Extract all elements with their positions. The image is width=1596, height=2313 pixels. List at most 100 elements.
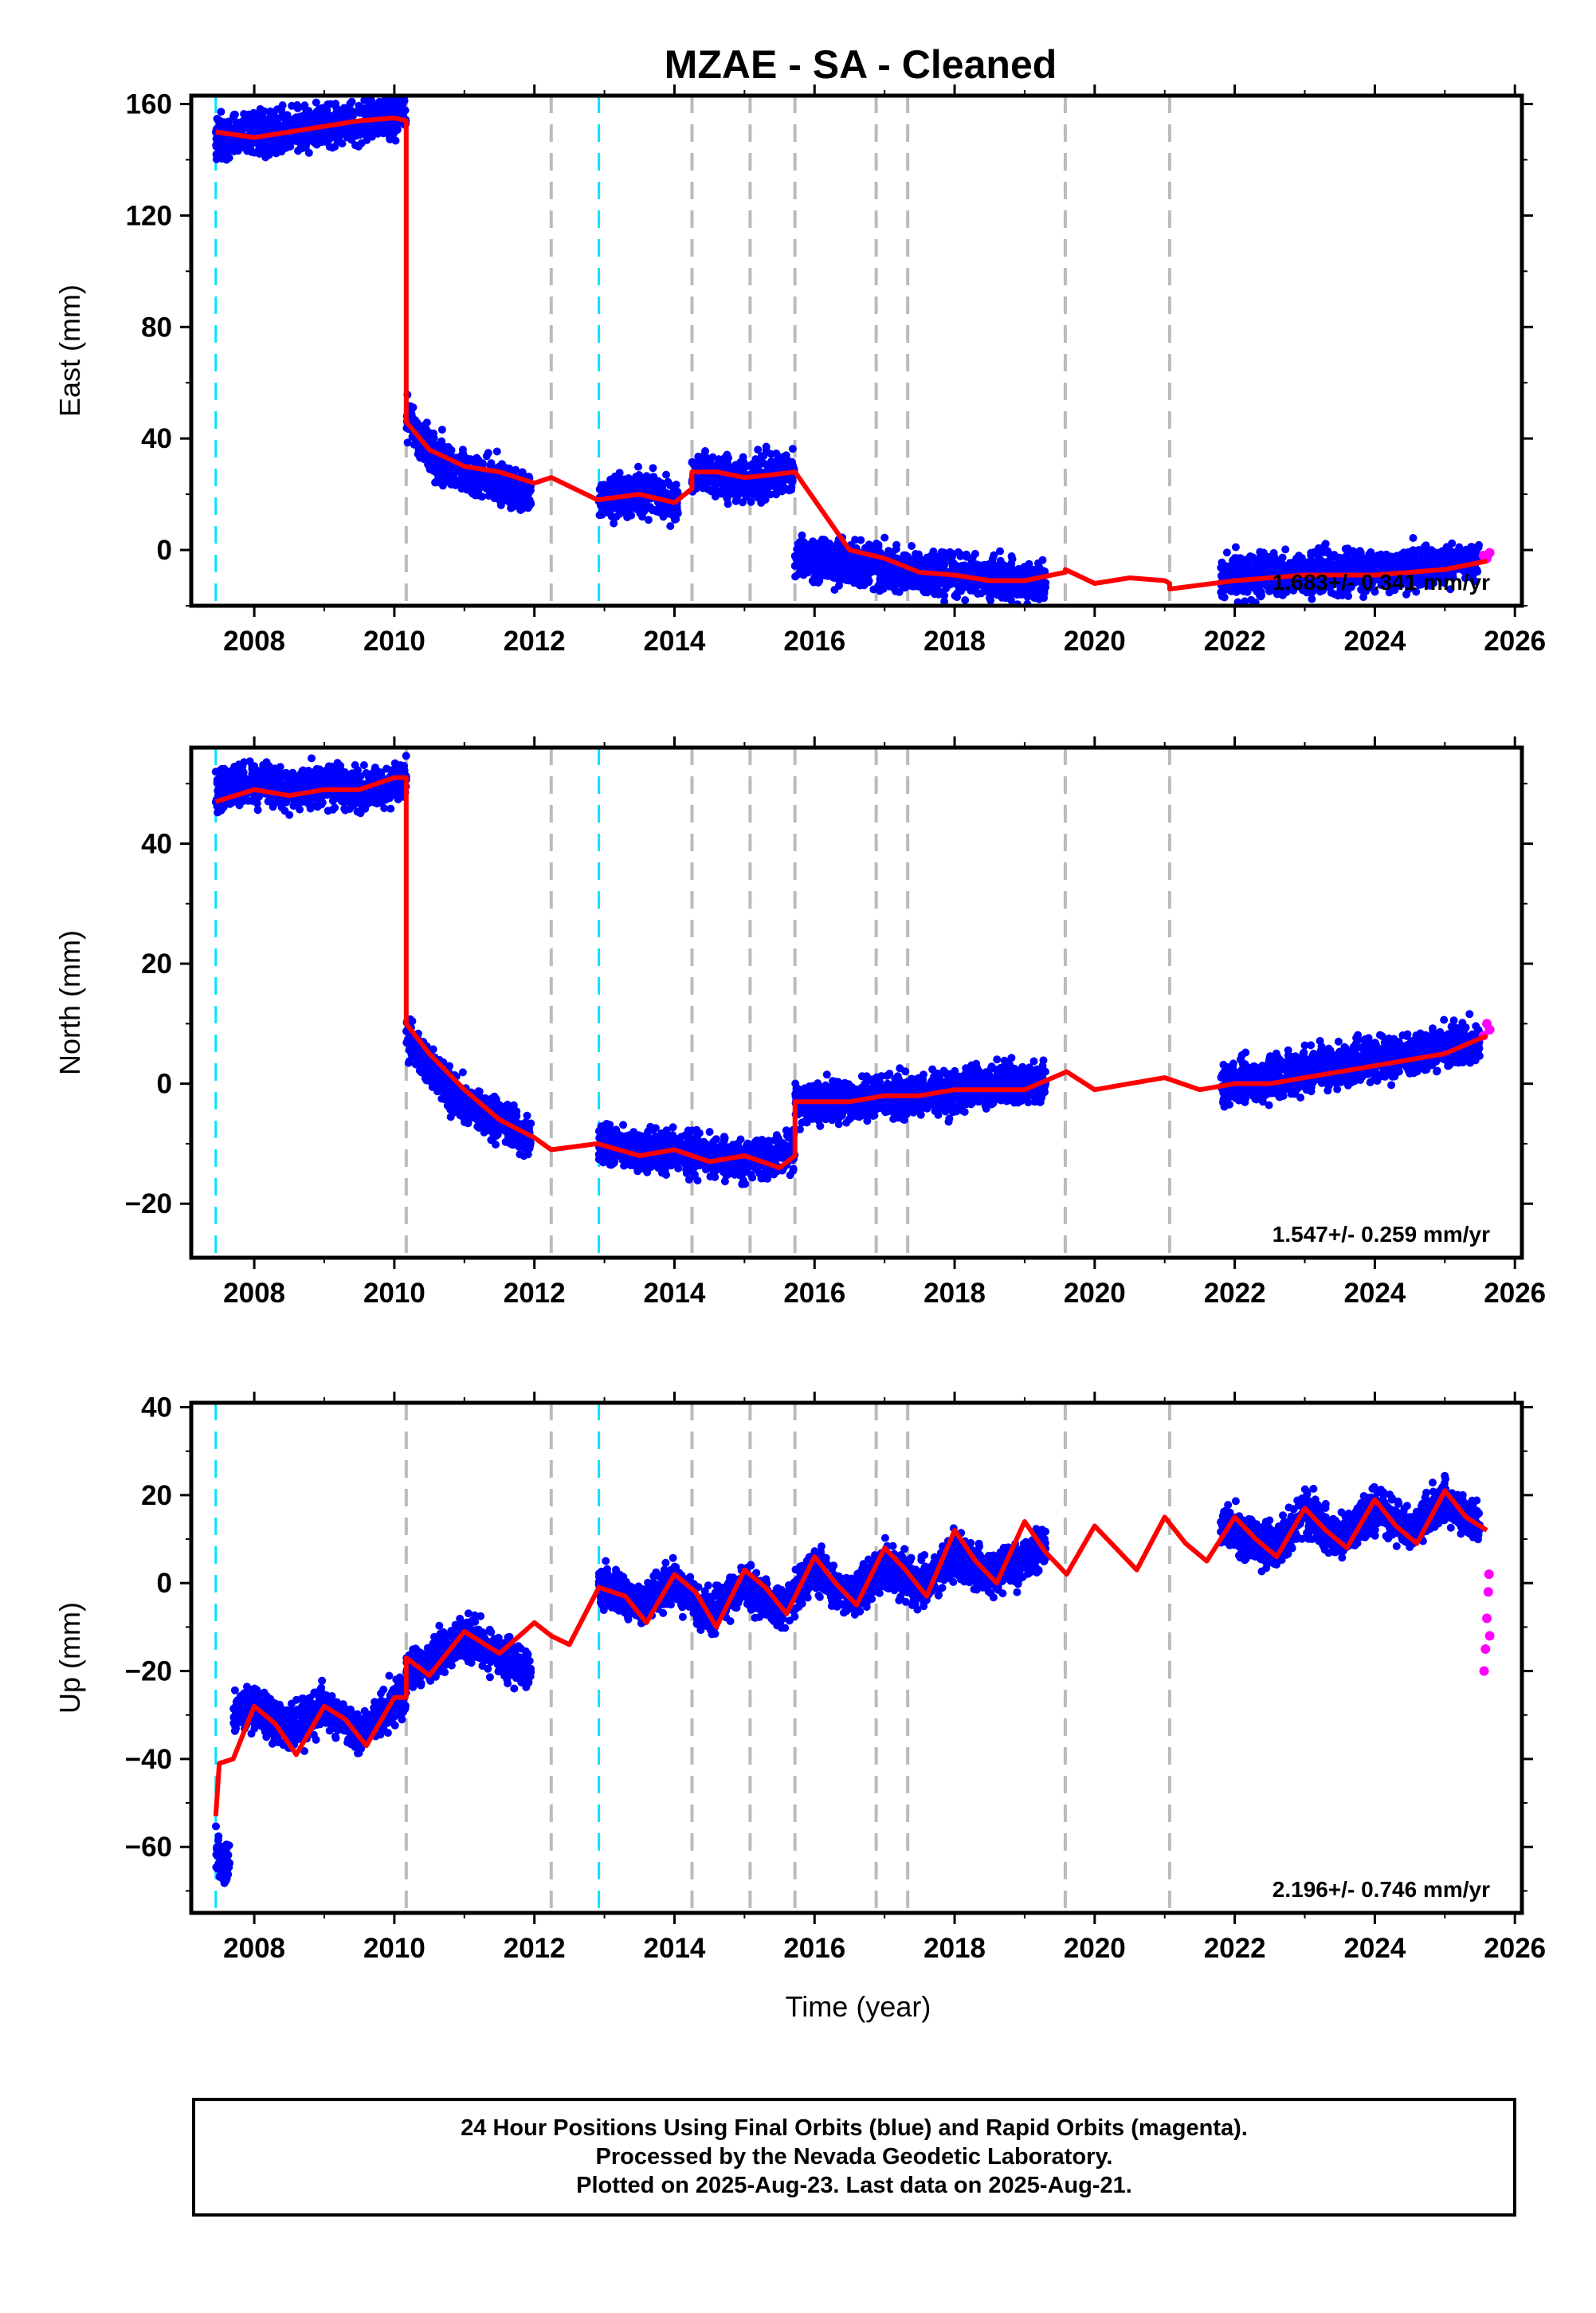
final-orbit-point bbox=[386, 100, 395, 108]
final-orbit-point bbox=[1039, 581, 1048, 590]
final-orbit-point bbox=[788, 445, 797, 454]
final-orbit-point bbox=[246, 143, 255, 152]
final-orbit-point bbox=[1355, 547, 1364, 556]
final-orbit-point bbox=[1431, 560, 1439, 568]
final-orbit-point bbox=[312, 98, 320, 107]
final-orbit-point bbox=[784, 462, 793, 471]
x-tick-label: 2014 bbox=[644, 626, 706, 657]
final-orbit-point bbox=[217, 108, 225, 116]
final-orbit-point bbox=[823, 546, 832, 555]
final-orbit-point bbox=[908, 542, 916, 550]
final-orbit-point bbox=[710, 481, 719, 489]
final-orbit-point bbox=[1317, 548, 1326, 556]
final-orbit-point bbox=[1225, 570, 1233, 579]
final-orbit-point bbox=[728, 486, 737, 495]
final-orbit-point bbox=[302, 140, 311, 148]
final-orbit-point bbox=[232, 118, 241, 127]
velocity-label: 1.683+/- 0.341 mm/yr bbox=[1272, 570, 1490, 595]
final-orbit-point bbox=[367, 96, 376, 105]
x-tick-label: 2012 bbox=[504, 626, 566, 657]
final-orbit-point bbox=[707, 486, 716, 495]
final-orbit-point bbox=[760, 488, 769, 497]
final-orbit-point bbox=[420, 421, 429, 430]
final-orbit-point bbox=[708, 453, 717, 461]
final-orbit-point bbox=[1020, 563, 1029, 571]
final-orbit-point bbox=[265, 120, 273, 128]
final-orbit-point bbox=[286, 120, 295, 128]
final-orbit-point bbox=[649, 464, 657, 473]
y-tick-label: 80 bbox=[141, 312, 172, 343]
final-orbit-point bbox=[701, 447, 709, 455]
final-orbit-point bbox=[281, 137, 290, 145]
final-orbit-point bbox=[692, 461, 700, 470]
final-orbit-point bbox=[749, 490, 758, 499]
final-orbit-point bbox=[446, 461, 454, 469]
final-orbit-point bbox=[790, 562, 799, 570]
final-orbit-point bbox=[763, 461, 771, 469]
final-orbit-point bbox=[840, 560, 849, 568]
final-orbit-point bbox=[972, 566, 981, 575]
final-orbit-point bbox=[936, 556, 945, 564]
final-orbit-point bbox=[391, 136, 400, 145]
final-orbit-point bbox=[1423, 546, 1432, 555]
final-orbit-point bbox=[331, 133, 340, 142]
x-tick-label: 2024 bbox=[1343, 626, 1406, 657]
final-orbit-point bbox=[986, 594, 994, 603]
final-orbit-point bbox=[777, 483, 786, 492]
final-orbit-point bbox=[814, 575, 823, 584]
final-orbit-point bbox=[347, 97, 356, 106]
final-orbit-point bbox=[525, 487, 534, 496]
y-axis-label: East (mm) bbox=[53, 285, 86, 417]
final-orbit-point bbox=[357, 128, 366, 137]
final-orbit-point bbox=[595, 511, 604, 520]
final-orbit-point bbox=[754, 446, 763, 454]
final-orbit-point bbox=[363, 135, 371, 144]
final-orbit-point bbox=[1031, 566, 1040, 575]
final-orbit-point bbox=[946, 548, 955, 556]
final-orbit-point bbox=[351, 141, 359, 150]
final-orbit-point bbox=[225, 154, 233, 162]
final-orbit-point bbox=[280, 120, 288, 129]
final-orbit-point bbox=[996, 556, 1005, 565]
final-orbit-point bbox=[735, 464, 744, 473]
final-orbit-point bbox=[899, 571, 907, 580]
final-orbit-point bbox=[1007, 560, 1016, 568]
final-orbit-point bbox=[825, 562, 833, 571]
final-orbit-point bbox=[851, 561, 860, 570]
final-orbit-point bbox=[672, 481, 680, 489]
final-orbit-point bbox=[705, 462, 714, 471]
final-orbit-point bbox=[424, 456, 433, 465]
final-orbit-point bbox=[321, 137, 330, 146]
final-orbit-point bbox=[652, 484, 660, 492]
final-orbit-point bbox=[767, 450, 775, 458]
final-orbit-point bbox=[615, 469, 624, 477]
final-orbit-point bbox=[459, 449, 468, 457]
final-orbit-point bbox=[1220, 593, 1229, 602]
final-orbit-point bbox=[723, 494, 731, 503]
final-orbit-point bbox=[254, 125, 263, 134]
final-orbit-point bbox=[488, 485, 497, 493]
final-orbit-point bbox=[463, 472, 472, 481]
model-fit-line bbox=[215, 116, 1488, 591]
final-orbit-point bbox=[308, 133, 316, 142]
final-orbit-point bbox=[417, 454, 425, 462]
final-orbit-point bbox=[909, 580, 918, 589]
final-orbit-point bbox=[809, 537, 818, 546]
final-orbit-point bbox=[225, 124, 233, 132]
final-orbit-point bbox=[996, 547, 1004, 556]
final-orbit-point bbox=[841, 572, 850, 581]
final-orbit-point bbox=[625, 481, 633, 489]
final-orbit-point bbox=[492, 447, 501, 456]
final-orbit-point bbox=[610, 519, 618, 528]
final-orbit-point bbox=[1414, 560, 1423, 568]
x-tick-label: 2026 bbox=[1484, 626, 1546, 657]
plot-area bbox=[211, 96, 1495, 606]
final-orbit-point bbox=[389, 127, 398, 135]
final-orbit-point bbox=[449, 469, 458, 478]
final-orbit-point bbox=[1269, 548, 1278, 557]
final-orbit-point bbox=[470, 469, 479, 478]
final-orbit-point bbox=[930, 563, 939, 571]
plot-frame bbox=[189, 93, 1524, 608]
final-orbit-point bbox=[723, 450, 731, 459]
final-orbit-point bbox=[501, 496, 510, 505]
